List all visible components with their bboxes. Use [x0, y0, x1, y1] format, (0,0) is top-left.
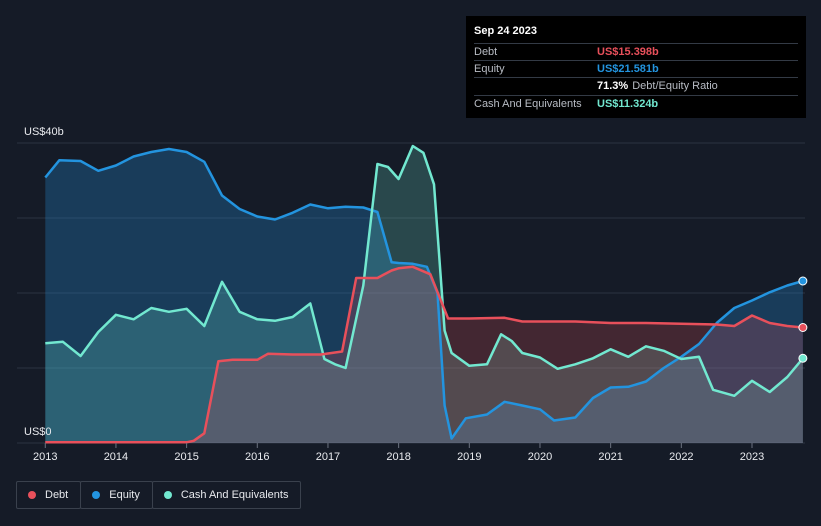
series-endpoints	[798, 276, 808, 363]
y-axis-bottom-label: US$0	[24, 426, 52, 438]
equity-area	[45, 149, 803, 443]
debt-line	[45, 265, 804, 444]
legend: Debt Equity Cash And Equivalents	[16, 481, 302, 509]
x-tick-label: 2023	[740, 451, 764, 463]
tooltip-debt-value: US$15.398b	[597, 46, 659, 58]
tooltip-date: Sep 24 2023	[474, 25, 537, 37]
tooltip-cash-value: US$11.324b	[597, 98, 659, 110]
x-axis-ticks: 2013 2014 2015 2016 2017 2018 2019 2020 2021 2022…	[33, 443, 764, 463]
tooltip-panel: Sep 24 2023 Debt US$15.398b Equity US$21…	[466, 16, 806, 118]
series-areas	[45, 146, 803, 443]
x-tick-label: 2013	[33, 451, 57, 463]
legend-debt-dot-icon	[28, 491, 36, 499]
legend-equity-dot-icon	[92, 491, 101, 499]
tooltip-cash-label: Cash And Equivalents	[474, 98, 582, 110]
series-lines	[44, 144, 804, 444]
legend-item-cash[interactable]: Cash And Equivalents	[151, 481, 302, 509]
grid-lines	[17, 142, 805, 444]
legend-item-equity[interactable]: Equity	[80, 481, 153, 509]
x-tick-label: 2015	[174, 451, 198, 463]
x-tick-label: 2018	[386, 451, 410, 463]
equity-line	[44, 147, 804, 440]
tooltip-ratio-row: 71.3% Debt/Equity Ratio	[474, 77, 798, 95]
equity-endpoint	[798, 276, 808, 286]
legend-debt-label: Debt	[45, 489, 69, 501]
x-tick-label: 2019	[457, 451, 481, 463]
x-tick-label: 2021	[598, 451, 622, 463]
tooltip-equity-label: Equity	[474, 63, 505, 75]
x-tick-label: 2016	[245, 451, 269, 463]
tooltip-row-debt: Debt US$15.398b	[474, 43, 798, 60]
debt-area	[45, 266, 803, 443]
tooltip-ratio-value: 71.3%	[597, 80, 629, 92]
cash-and-equivalents-endpoint	[798, 353, 808, 363]
x-tick-label: 2022	[669, 451, 693, 463]
x-tick-label: 2014	[104, 451, 128, 463]
x-tick-label: 2020	[528, 451, 552, 463]
legend-cash-label: Cash And Equivalents	[180, 489, 289, 501]
y-axis-top-label: US$40b	[24, 126, 64, 138]
debt-endpoint	[798, 323, 808, 332]
legend-item-debt[interactable]: Debt	[16, 481, 82, 509]
tooltip-row-cash: Cash And Equivalents US$11.324b	[474, 95, 798, 112]
legend-cash-dot-icon	[163, 491, 172, 499]
tooltip-debt-label: Debt	[474, 46, 498, 58]
tooltip-row-equity: Equity US$21.581b	[474, 60, 798, 77]
tooltip-equity-value: US$21.581b	[597, 63, 659, 75]
cash-and-equivalents-line	[45, 144, 804, 398]
x-tick-label: 2017	[316, 451, 340, 463]
tooltip-ratio-label: Debt/Equity Ratio	[632, 80, 718, 92]
legend-equity-label: Equity	[109, 489, 140, 501]
cash-and-equivalents-area	[45, 146, 803, 443]
